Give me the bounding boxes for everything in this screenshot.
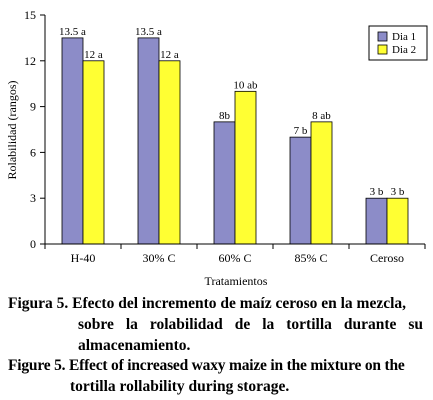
bar-value-label: 13.5 a bbox=[59, 26, 86, 38]
axes bbox=[44, 15, 425, 245]
bar-dia-1 bbox=[61, 37, 84, 245]
legend-swatch-dia-2 bbox=[377, 44, 388, 55]
bar-dia-2 bbox=[158, 60, 181, 245]
bar-value-label: 8 ab bbox=[312, 110, 331, 122]
y-ticks: 0 3 6 9 12 15 bbox=[24, 8, 45, 251]
y-axis-label: Rolabilidad (rangos) bbox=[5, 81, 19, 180]
bar-dia-2 bbox=[82, 60, 105, 245]
legend-label-dia-1: Dia 1 bbox=[392, 31, 416, 43]
bar-labels: 13.5 a 12 a 13.5 a 12 a 8b 10 ab 7 b 8 ab 3 b 3 b bbox=[59, 26, 405, 198]
y-tick-label: 0 bbox=[30, 237, 36, 251]
caption-es-line-3: almacenamiento. bbox=[78, 337, 191, 354]
x-ticks: H-40 30% C 60% C 85% C Ceroso bbox=[44, 244, 426, 265]
x-tick-label: H-40 bbox=[71, 251, 96, 265]
caption-es-line-2: sobre la rolabilidad de la tortilla dura… bbox=[78, 316, 423, 333]
legend-swatch-dia-1 bbox=[377, 31, 388, 42]
y-tick-label: 3 bbox=[30, 191, 36, 205]
bar-value-label: 7 b bbox=[294, 125, 308, 137]
bar-value-label: 8b bbox=[219, 110, 231, 122]
x-axis-label: Tratamientos bbox=[205, 274, 268, 288]
bar-dia-1 bbox=[137, 37, 160, 245]
y-tick-label: 15 bbox=[24, 8, 36, 22]
bar-dia-2 bbox=[234, 90, 257, 245]
y-tick-label: 9 bbox=[30, 100, 36, 114]
legend-label-dia-2: Dia 2 bbox=[392, 44, 416, 56]
bar-dia-1 bbox=[365, 197, 388, 245]
bar-value-label: 10 ab bbox=[233, 79, 258, 91]
figure-caption-es: Figura 5. Efecto del incremento de maíz … bbox=[8, 293, 428, 356]
bar-dia-1 bbox=[289, 136, 312, 245]
bar-value-label: 13.5 a bbox=[135, 26, 162, 38]
y-tick-label: 6 bbox=[30, 145, 36, 159]
bar-value-label: 12 a bbox=[160, 49, 179, 61]
figure-caption-en: Figure 5. Effect of increased waxy maize… bbox=[8, 355, 428, 397]
bar-chart: 13.5 a 12 a 13.5 a 12 a 8b 10 ab 7 b 8 ab 3 b 3 b… bbox=[5, 8, 428, 288]
x-tick-label: 85% C bbox=[295, 251, 328, 265]
x-tick-label: 60% C bbox=[219, 251, 252, 265]
bar-dia-2 bbox=[310, 121, 333, 245]
legend: Dia 1 Dia 2 bbox=[368, 25, 428, 61]
bar-dia-2 bbox=[386, 197, 409, 245]
bar-value-label: 3 b bbox=[391, 186, 405, 198]
y-tick-label: 12 bbox=[24, 54, 36, 68]
caption-en-line-1: Figure 5. Effect of increased waxy maize… bbox=[8, 357, 405, 374]
x-tick-label: Ceroso bbox=[370, 251, 404, 265]
bar-dia-1 bbox=[213, 121, 236, 245]
bar-value-label: 3 b bbox=[370, 186, 384, 198]
bar-value-label: 12 a bbox=[84, 49, 103, 61]
x-tick-label: 30% C bbox=[143, 251, 176, 265]
bars bbox=[61, 37, 409, 245]
caption-es-line-1: Figura 5. Efecto del incremento de maíz … bbox=[8, 295, 407, 312]
caption-en-line-2: tortilla rollability during storage. bbox=[70, 378, 290, 395]
